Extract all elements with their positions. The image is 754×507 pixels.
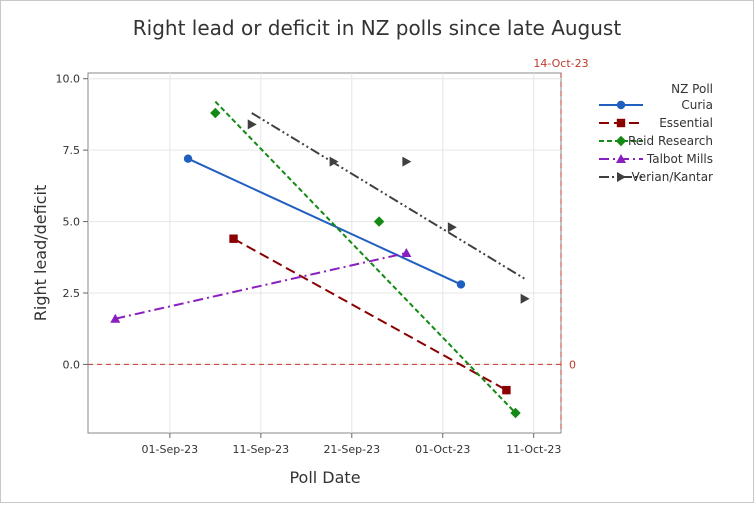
legend-label-curia: Curia [681,98,713,112]
x-tick-label: 21-Sep-23 [323,443,380,456]
fit-line-curia [187,157,462,286]
series-curia [183,154,466,289]
legend-item-reid-research: Reid Research [599,134,713,148]
legend-item-curia: Curia [599,98,713,112]
data-point-reid-research [210,107,221,119]
data-point-essential [502,385,511,395]
data-point-curia [183,154,193,163]
data-point-verian-kantar [520,293,530,304]
legend-item-talbot-mills: Talbot Mills [599,152,713,166]
data-point-reid-research [373,216,385,227]
reference-line-vertical-label: 14-Oct-23 [533,57,588,70]
plot-frame [87,72,562,434]
legend-marker-essential [616,118,626,128]
series-verian-kantar [247,112,530,304]
chart-title: Right lead or deficit in NZ polls since … [133,16,622,40]
data-point-curia [456,280,466,289]
data-point-verian-kantar [247,119,257,130]
legend: Curia Essential Reid Research Talbot Mills V… [599,98,713,184]
y-tick-label: 7.5 [63,144,81,157]
plot-area: 01-Sep-23 11-Sep-23 21-Sep-23 01-Oct-23 11-O… [56,57,589,456]
y-tick-label: 0.0 [63,358,81,371]
legend-item-verian-kantar: Verian/Kantar [599,170,713,184]
legend-label-essential: Essential [659,116,713,130]
legend-marker-verian-kantar [617,172,626,182]
legend-marker-curia [616,100,626,110]
data-point-talbot-mills [401,248,412,257]
legend-label-reid-research: Reid Research [628,134,713,148]
data-point-essential [229,234,238,243]
legend-label-talbot-mills: Talbot Mills [646,152,713,166]
data-point-verian-kantar [402,156,412,167]
data-point-reid-research [510,407,521,419]
data-point-verian-kantar [329,156,339,167]
fit-line-essential [233,237,507,392]
y-tick-label: 2.5 [63,287,81,300]
fit-line-reid-research [214,100,517,414]
y-axis-label: Right lead/deficit [31,185,50,321]
legend-title: NZ Poll [671,82,713,96]
fit-line-verian-kantar [251,112,526,280]
series-essential [229,234,511,395]
x-tick-label: 01-Sep-23 [142,443,199,456]
x-tick-label: 11-Oct-23 [506,443,561,456]
x-tick-label: 01-Oct-23 [415,443,470,456]
y-tick-label: 5.0 [63,216,81,229]
x-axis-label: Poll Date [289,468,360,487]
legend-marker-reid-research [615,135,627,147]
legend-marker-talbot-mills [616,154,626,163]
fit-line-talbot-mills [115,252,407,320]
data-point-verian-kantar [447,222,457,233]
reference-line-horizontal-label: 0 [569,358,576,371]
x-tick-label: 11-Sep-23 [232,443,289,456]
series-reid-research [210,100,521,419]
legend-item-essential: Essential [599,116,713,130]
data-point-talbot-mills [110,313,121,323]
y-tick-label: 10.0 [56,73,81,86]
series-talbot-mills [110,248,412,323]
legend-label-verian-kantar: Verian/Kantar [631,170,713,184]
